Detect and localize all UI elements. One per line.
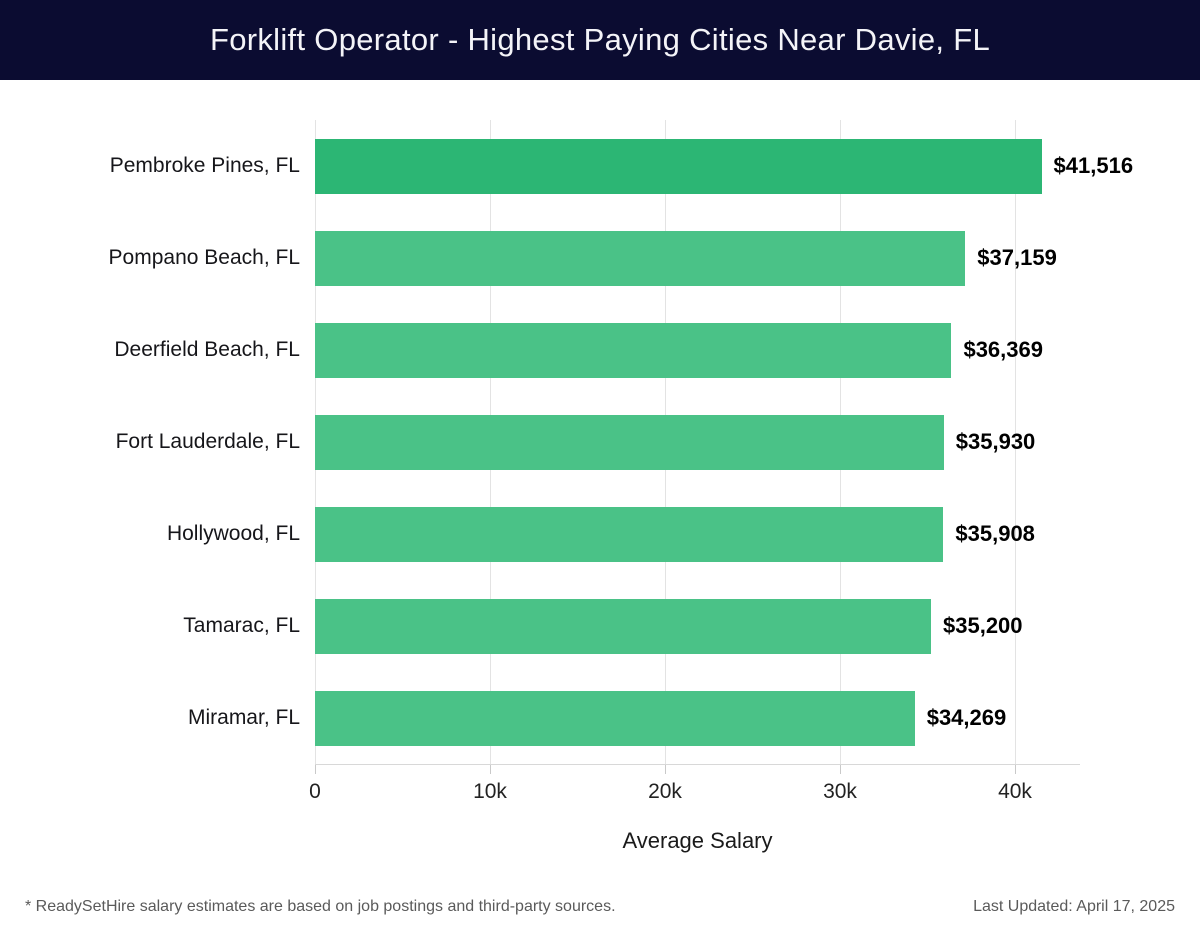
value-label: $37,159	[977, 245, 1057, 270]
tick-mark	[1015, 765, 1016, 774]
tick-label: 40k	[998, 780, 1032, 803]
value-label: $35,930	[955, 429, 1036, 454]
value-label: $35,200	[943, 613, 1023, 638]
tick-label: 20k	[648, 780, 682, 803]
x-axis-title: Average Salary	[622, 828, 773, 853]
bar-row: Hollywood, FL $35,908	[0, 488, 1200, 580]
tick-mark	[840, 765, 841, 774]
bar-row: Deerfield Beach, FL $36,369	[0, 304, 1200, 396]
bar-track: $35,908	[315, 506, 1080, 562]
category-label: Pembroke Pines, FL	[109, 154, 300, 177]
bar	[315, 506, 944, 562]
bar-row: Fort Lauderdale, FL $35,930	[0, 396, 1200, 488]
footnote: * ReadySetHire salary estimates are base…	[25, 898, 616, 915]
value-label: $41,516	[1053, 153, 1134, 178]
bar	[315, 690, 915, 746]
bar	[315, 322, 952, 378]
bar-track: $34,269	[315, 690, 1080, 746]
bar	[315, 230, 966, 286]
category-label: Hollywood, FL	[166, 522, 300, 545]
bar-row: Pompano Beach, FL $37,159	[0, 212, 1200, 304]
x-axis-tick-labels: 0 10k 20k 30k 40k	[309, 780, 1080, 808]
category-label: Miramar, FL	[187, 706, 300, 729]
bar-track: $35,200	[315, 598, 1080, 654]
tick-mark	[315, 765, 316, 774]
bar-track: $37,159	[315, 230, 1080, 286]
bar	[315, 138, 1042, 194]
category-label: Deerfield Beach, FL	[114, 338, 300, 361]
tick-label: 10k	[473, 780, 507, 803]
header-bar: Forklift Operator - Highest Paying Citie…	[0, 0, 1200, 80]
bar-track: $36,369	[315, 322, 1080, 378]
bar-row: Pembroke Pines, FL $41,516	[0, 120, 1200, 212]
value-label: $35,908	[955, 521, 1035, 546]
bar-row: Tamarac, FL $35,200	[0, 580, 1200, 672]
category-label: Tamarac, FL	[183, 614, 300, 637]
tick-label: 30k	[823, 780, 857, 803]
last-updated: Last Updated: April 17, 2025	[973, 898, 1175, 915]
bar-track: $35,930	[315, 414, 1080, 470]
bar-chart: Pembroke Pines, FL $41,516 Pompano Beach, …	[0, 80, 1200, 870]
bar-row: Miramar, FL $34,269	[0, 672, 1200, 764]
category-label: Fort Lauderdale, FL	[115, 430, 300, 453]
tick-mark	[490, 765, 491, 774]
value-label: $36,369	[963, 337, 1043, 362]
tick-mark	[665, 765, 666, 774]
value-label: $34,269	[926, 705, 1007, 730]
tick-label: 0	[309, 780, 321, 803]
page-title: Forklift Operator - Highest Paying Citie…	[209, 22, 990, 57]
bar	[315, 414, 944, 470]
bar-track: $41,516	[315, 138, 1133, 194]
bar-rows: Pembroke Pines, FL $41,516 Pompano Beach, …	[0, 120, 1200, 764]
x-axis-line	[315, 764, 1080, 774]
bar	[315, 598, 931, 654]
category-label: Pompano Beach, FL	[108, 246, 300, 269]
footer: * ReadySetHire salary estimates are base…	[0, 888, 1200, 940]
